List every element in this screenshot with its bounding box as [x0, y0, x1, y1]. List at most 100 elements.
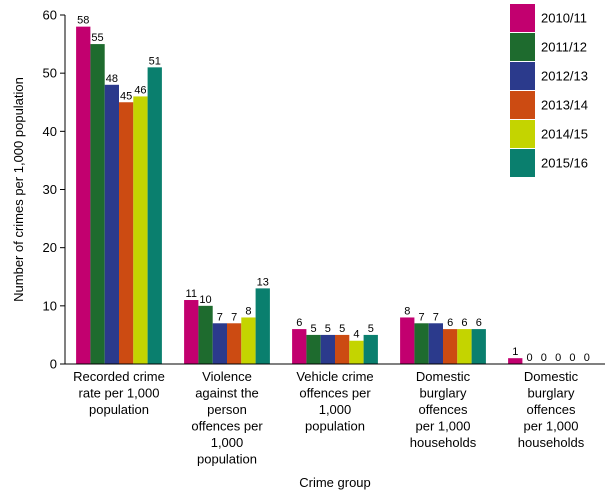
bar-2014-15-cat-1 — [133, 96, 148, 364]
category-label-line: Domestic — [524, 369, 579, 384]
data-label: 55 — [91, 32, 103, 44]
category-label: Domestic burglary offences per 1,000 househo… — [410, 369, 477, 450]
legend-swatch — [510, 4, 535, 32]
legend-label: 2010/11 — [541, 11, 587, 26]
category-label-line: Vehicle crime — [296, 369, 373, 384]
legend-label: 2015/16 — [541, 156, 588, 171]
x-axis-title: Crime group — [299, 475, 371, 490]
bar-2014-15-cat-2 — [241, 317, 256, 364]
category-label-line: Domestic — [416, 369, 471, 384]
legend-label: 2012/13 — [541, 69, 588, 84]
data-label: 7 — [433, 311, 439, 323]
data-label: 8 — [404, 305, 410, 317]
category-label: Violence against the person offences per 1,0… — [191, 369, 263, 467]
data-label: 7 — [418, 311, 424, 323]
category-label-line: against the — [195, 386, 259, 401]
y-tick-label: 40 — [43, 124, 57, 139]
category-label-line: rate per 1,000 — [79, 386, 160, 401]
y-tick-label: 60 — [43, 8, 57, 23]
bar-2012-13-cat-3 — [320, 334, 335, 364]
legend-label: 2011/12 — [541, 40, 587, 55]
bar-2010-11-cat-4 — [400, 317, 415, 364]
data-label: 46 — [134, 84, 146, 96]
legend-swatch — [510, 62, 535, 90]
category-label-line: burglary — [420, 386, 467, 401]
y-tick-label: 0 — [50, 357, 57, 372]
category-label: Vehicle crime offences per 1,000 population — [296, 369, 373, 434]
y-tick-label: 30 — [43, 182, 57, 197]
data-label: 0 — [555, 352, 561, 364]
data-label: 11 — [186, 288, 197, 300]
data-label: 4 — [353, 329, 359, 341]
y-tick-label: 20 — [43, 240, 57, 255]
data-label: 10 — [199, 294, 211, 306]
category-label: Recorded crime rate per 1,000 population — [73, 369, 165, 417]
bar-2013-14-cat-4 — [443, 329, 458, 364]
data-label: 48 — [106, 73, 118, 85]
category-label-line: per 1,000 — [524, 419, 579, 434]
data-label: 45 — [120, 90, 132, 102]
bar-2011-12-cat-4 — [414, 323, 429, 364]
legend-label: 2014/15 — [541, 127, 588, 142]
legend-swatch — [510, 33, 535, 61]
bars — [76, 26, 523, 365]
category-label-line: households — [410, 435, 477, 450]
bar-2015-16-cat-4 — [471, 329, 486, 364]
category-label-line: households — [518, 435, 585, 450]
data-label: 0 — [541, 352, 547, 364]
bar-2014-15-cat-4 — [457, 329, 472, 364]
data-label: 5 — [325, 323, 331, 335]
data-label: 13 — [257, 276, 269, 288]
bar-2012-13-cat-1 — [104, 84, 119, 365]
bar-2010-11-cat-2 — [184, 300, 199, 364]
legend-swatch — [510, 91, 535, 119]
y-axis-ticks: 0 10 20 30 40 50 60 — [43, 8, 65, 372]
y-tick-label: 10 — [43, 298, 57, 313]
bar-2011-12-cat-2 — [198, 305, 213, 364]
data-label: 5 — [310, 323, 316, 335]
data-label: 5 — [368, 323, 374, 335]
bar-2015-16-cat-2 — [255, 288, 270, 364]
category-label-line: Recorded crime — [73, 369, 165, 384]
category-label: Domestic burglary offences per 1,000 househo… — [518, 369, 585, 450]
bar-2012-13-cat-2 — [212, 323, 227, 364]
bar-2013-14-cat-1 — [119, 102, 134, 364]
bar-2015-16-cat-3 — [363, 334, 378, 364]
data-label: 7 — [231, 311, 237, 323]
data-label: 6 — [296, 317, 302, 329]
bar-2010-11-cat-1 — [76, 26, 91, 365]
bar-2013-14-cat-2 — [227, 323, 242, 364]
data-label: 0 — [569, 352, 575, 364]
data-label: 1 — [512, 346, 518, 358]
category-label-line: population — [89, 402, 149, 417]
bar-2013-14-cat-3 — [335, 334, 350, 364]
bar-2011-12-cat-1 — [90, 44, 105, 364]
data-label: 0 — [526, 352, 532, 364]
bar-2011-12-cat-3 — [306, 334, 321, 364]
data-label: 5 — [339, 323, 345, 335]
category-label-line: offences per — [191, 419, 263, 434]
data-label: 7 — [217, 311, 223, 323]
legend-label: 2013/14 — [541, 98, 588, 113]
bar-2010-11-cat-3 — [292, 329, 307, 364]
data-label: 0 — [584, 352, 590, 364]
category-label-line: offences per — [299, 386, 371, 401]
data-label: 8 — [245, 305, 251, 317]
data-label: 51 — [149, 55, 161, 67]
category-label-line: Violence — [202, 369, 252, 384]
y-axis-title: Number of crimes per 1,000 population — [11, 77, 26, 302]
category-label-line: burglary — [528, 386, 575, 401]
bar-2012-13-cat-4 — [428, 323, 443, 364]
bar-2014-15-cat-3 — [349, 340, 364, 364]
category-label-line: population — [305, 419, 365, 434]
category-label-line: per 1,000 — [416, 419, 471, 434]
bar-2015-16-cat-1 — [147, 67, 162, 364]
y-tick-label: 50 — [43, 66, 57, 81]
category-label-line: person — [207, 402, 247, 417]
legend-swatch — [510, 120, 535, 148]
category-label-line: population — [197, 452, 257, 467]
bar-2010-11-cat-5 — [508, 358, 523, 364]
category-label-line: offences — [419, 402, 468, 417]
